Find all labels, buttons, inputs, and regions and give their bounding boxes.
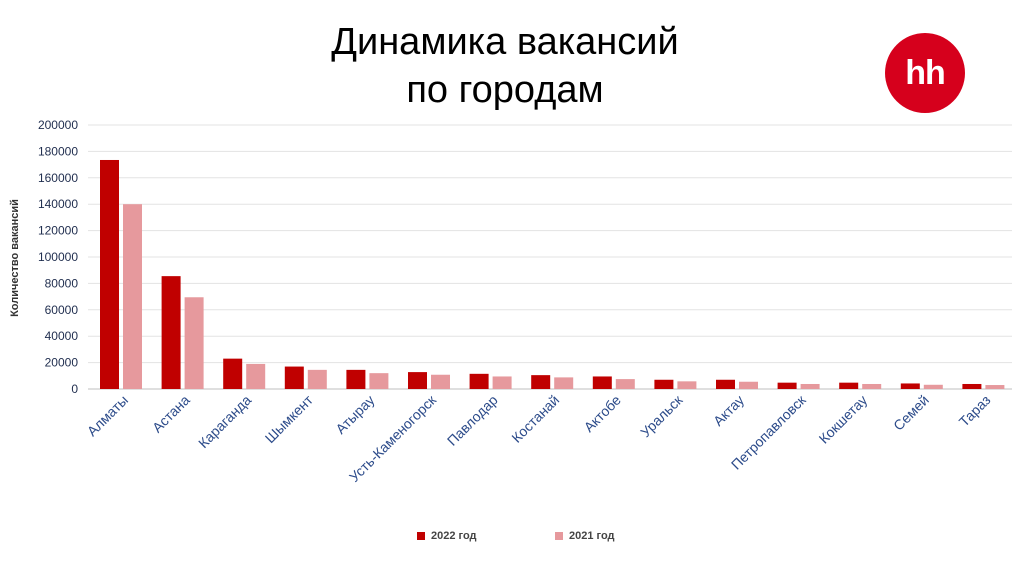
bar-2021 (123, 204, 142, 389)
legend-label-2022: 2022 год (431, 530, 477, 542)
x-tick-label: Актобе (581, 392, 625, 436)
bar-2022 (284, 366, 304, 389)
x-tick-label: Кокшетау (816, 392, 871, 447)
bar-2021 (739, 381, 758, 389)
legend-item-2022: 2022 год (417, 530, 477, 542)
y-tick-label: 60000 (45, 303, 79, 317)
bar-2022 (654, 379, 674, 389)
bar-2022 (469, 373, 489, 389)
chart-title-line-2: по городам (406, 69, 604, 111)
x-tick-label: Павлодар (444, 392, 501, 449)
hh-logo: hh (885, 33, 965, 113)
bar-2022 (839, 382, 859, 389)
y-tick-label: 40000 (45, 329, 79, 343)
x-tick-label: Шымкент (262, 391, 317, 446)
y-tick-label: 140000 (38, 197, 78, 211)
y-tick-label: 80000 (45, 276, 79, 290)
bar-2022 (592, 376, 612, 389)
bar-2022 (100, 159, 119, 389)
x-tick-label: Алматы (84, 392, 131, 439)
y-tick-label: 120000 (38, 224, 78, 238)
bar-2022 (900, 383, 920, 389)
legend-item-2021: 2021 год (555, 530, 615, 542)
bar-2022 (223, 358, 243, 389)
y-tick-label: 180000 (38, 144, 78, 158)
y-axis-label: Количество вакансий (9, 199, 21, 317)
bar-2021 (554, 377, 574, 389)
bar-2022 (346, 369, 366, 389)
bar-2022 (531, 375, 551, 389)
x-tick-label: Караганда (195, 392, 254, 451)
bars (100, 159, 1005, 389)
bar-2021 (492, 376, 512, 389)
legend-label-2021: 2021 год (569, 530, 615, 542)
x-tick-label: Атырау (332, 392, 377, 437)
x-tick-label: Астана (149, 392, 193, 436)
x-tick-label: Костанай (508, 392, 562, 446)
x-tick-label: Уральск (637, 391, 686, 440)
x-tick-label: Актау (710, 392, 747, 429)
x-tick-labels: Алматы Астана Караганда Шымкент АтырауУсть-К… (84, 391, 994, 485)
bar-2021 (677, 381, 697, 389)
y-tick-label: 100000 (38, 250, 78, 264)
bar-2022 (161, 276, 181, 389)
bar-2021 (307, 369, 327, 389)
bar-2021 (369, 373, 389, 389)
bar-2022 (408, 372, 427, 389)
y-tick-labels: 0 20000 40000 60000 80000 100000 120000 140000 1… (38, 118, 78, 396)
bar-2021 (800, 383, 820, 389)
bar-2021 (615, 379, 635, 389)
y-tick-label: 200000 (38, 118, 78, 132)
bar-2021 (985, 385, 1005, 389)
legend-swatch-2022 (417, 532, 425, 540)
legend-swatch-2021 (555, 532, 563, 540)
bar-2021 (923, 384, 943, 389)
x-tick-label: Тараз (956, 392, 994, 430)
bar-2022 (962, 383, 982, 389)
y-tick-label: 0 (71, 382, 78, 396)
chart-title-line-1: Динамика вакансий (331, 21, 679, 63)
y-tick-label: 160000 (38, 171, 78, 185)
bar-2022 (716, 379, 735, 389)
bar-2022 (777, 382, 797, 389)
bar-2021 (184, 297, 204, 389)
x-tick-label: Семей (890, 392, 932, 434)
bar-2021 (246, 363, 266, 389)
grid-lines (88, 124, 1012, 390)
chart-title: Динамика вакансий по городам (0, 18, 1010, 114)
hh-logo-text: hh (905, 53, 946, 92)
legend: 2022 год 2021 год (0, 530, 1024, 546)
y-tick-label: 20000 (45, 356, 79, 370)
bar-2021 (862, 383, 882, 389)
bar-2021 (431, 374, 450, 389)
